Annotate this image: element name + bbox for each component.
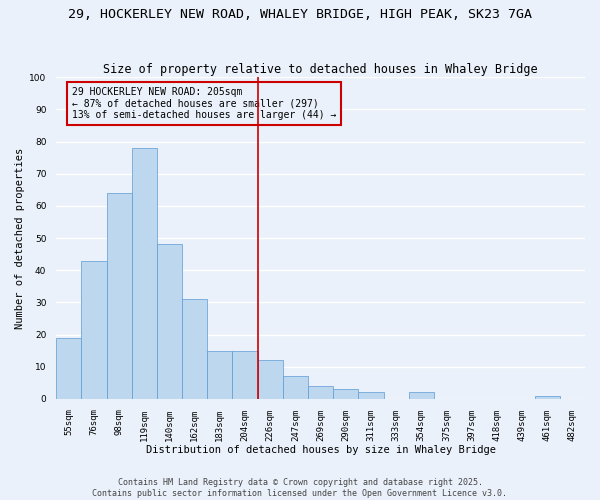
Bar [409,392,434,399]
Bar [131,148,157,399]
Bar [283,376,308,399]
Bar [82,260,107,399]
Text: 29, HOCKERLEY NEW ROAD, WHALEY BRIDGE, HIGH PEAK, SK23 7GA: 29, HOCKERLEY NEW ROAD, WHALEY BRIDGE, H… [68,8,532,20]
Bar [207,350,232,399]
Bar [308,386,333,399]
Text: 29 HOCKERLEY NEW ROAD: 205sqm
← 87% of detached houses are smaller (297)
13% of : 29 HOCKERLEY NEW ROAD: 205sqm ← 87% of d… [72,87,337,120]
Bar [535,396,560,399]
Bar [107,193,131,399]
Bar [56,338,82,399]
Y-axis label: Number of detached properties: Number of detached properties [15,148,25,328]
Bar [182,299,207,399]
Bar [333,389,358,399]
Title: Size of property relative to detached houses in Whaley Bridge: Size of property relative to detached ho… [103,63,538,76]
Bar [358,392,383,399]
Bar [257,360,283,399]
Bar [157,244,182,399]
Bar [232,350,257,399]
X-axis label: Distribution of detached houses by size in Whaley Bridge: Distribution of detached houses by size … [146,445,496,455]
Text: Contains HM Land Registry data © Crown copyright and database right 2025.
Contai: Contains HM Land Registry data © Crown c… [92,478,508,498]
